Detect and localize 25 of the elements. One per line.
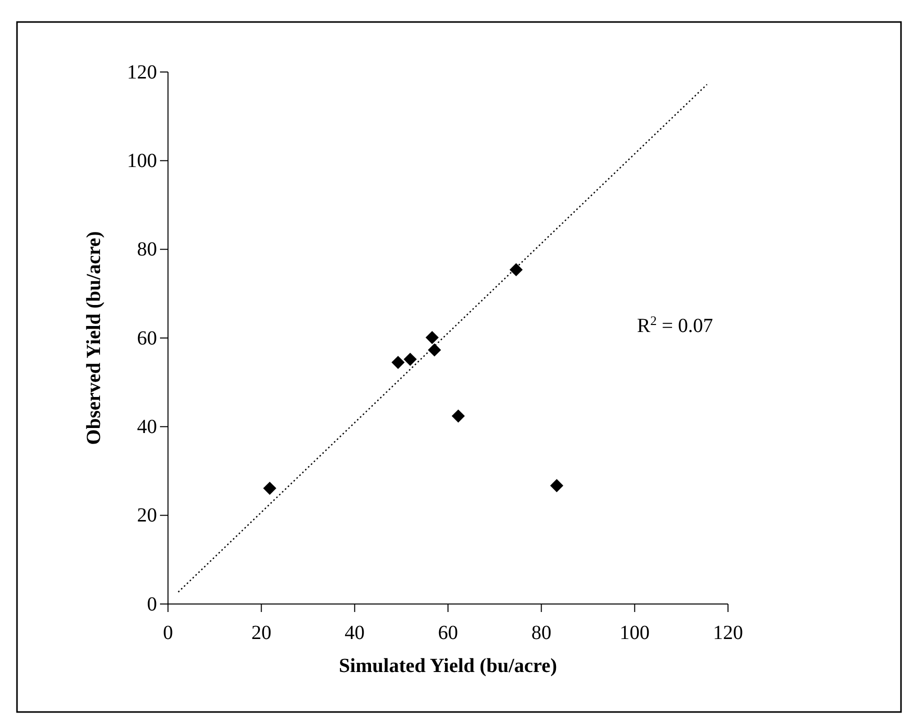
point (428, 343, 442, 357)
x-tick-label: 80 (531, 622, 552, 644)
x-tick-label: 60 (438, 622, 458, 644)
x-tick-label: 100 (620, 622, 650, 644)
y-tick-label: 120 (127, 61, 157, 84)
x-tick-label: 20 (251, 622, 272, 644)
x-tick-label: 120 (713, 622, 743, 644)
point (452, 409, 465, 423)
y-tick-label: 80 (137, 238, 157, 261)
point (426, 330, 439, 344)
x-axis-title: Simulated Yield (bu/acre) (338, 655, 558, 677)
y-tick-label: 0 (147, 593, 157, 616)
y-tick-label: 100 (127, 150, 157, 172)
point (263, 482, 276, 495)
annotation: R$^{2}$ = 0.07 (636, 312, 714, 337)
y-tick-label: 20 (137, 504, 157, 527)
y-axis-title: Observed Yield (bu/acre) (83, 231, 105, 445)
x-tick-label: 0 (163, 622, 173, 644)
y-tick-label: 60 (137, 327, 157, 350)
point (550, 479, 564, 492)
point (404, 352, 417, 366)
point (392, 356, 405, 369)
y-tick-label: 40 (137, 416, 157, 438)
point (510, 263, 523, 276)
x-tick-label: 40 (344, 622, 365, 644)
